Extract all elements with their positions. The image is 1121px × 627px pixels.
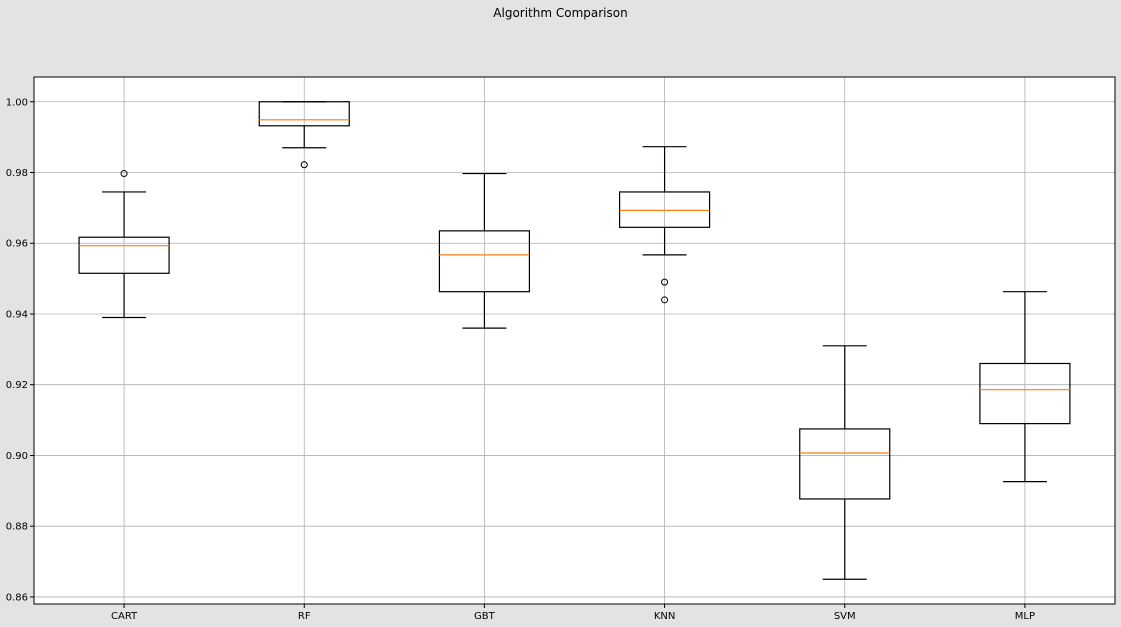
box-group bbox=[78, 170, 170, 319]
x-tick-label: KNN bbox=[654, 611, 676, 622]
x-tick-label: SVM bbox=[834, 611, 856, 622]
box-iqr bbox=[979, 362, 1071, 425]
y-tick-label: 1.00 bbox=[6, 97, 28, 108]
box-group bbox=[979, 291, 1071, 483]
x-axis: CART RF GBT KNN SVM MLP bbox=[111, 604, 1035, 622]
y-tick-label: 0.86 bbox=[6, 592, 28, 603]
box-iqr bbox=[258, 101, 350, 127]
x-tick-label: CART bbox=[111, 611, 138, 622]
box-layer bbox=[78, 101, 1071, 580]
chart-title: Algorithm Comparison bbox=[493, 6, 628, 20]
box-iqr bbox=[78, 236, 170, 274]
box-iqr bbox=[618, 191, 711, 228]
box-iqr bbox=[438, 230, 531, 293]
outlier-point bbox=[661, 296, 669, 304]
box-group bbox=[799, 345, 891, 580]
grid-layer bbox=[34, 77, 1115, 604]
y-tick-label: 0.90 bbox=[6, 451, 28, 462]
plot-background bbox=[34, 77, 1115, 604]
box-group bbox=[438, 172, 531, 329]
y-tick-label: 0.96 bbox=[6, 239, 28, 250]
x-tick-label: RF bbox=[298, 611, 311, 622]
x-tick-label: MLP bbox=[1015, 611, 1035, 622]
outlier-point bbox=[661, 278, 669, 286]
outlier-point bbox=[120, 170, 128, 178]
box-group bbox=[258, 101, 350, 169]
plot-area-frame bbox=[33, 76, 1116, 605]
outlier-point bbox=[300, 161, 308, 169]
box-group bbox=[618, 146, 711, 304]
y-tick-label: 0.98 bbox=[6, 168, 28, 179]
y-tick-label: 0.94 bbox=[6, 309, 28, 320]
y-tick-label: 0.92 bbox=[6, 380, 28, 391]
y-axis: 0.86 0.88 0.90 0.92 0.94 0.96 0.98 1.00 bbox=[6, 97, 34, 603]
x-tick-label: GBT bbox=[474, 611, 496, 622]
box-iqr bbox=[799, 428, 891, 500]
y-tick-label: 0.88 bbox=[6, 522, 28, 533]
